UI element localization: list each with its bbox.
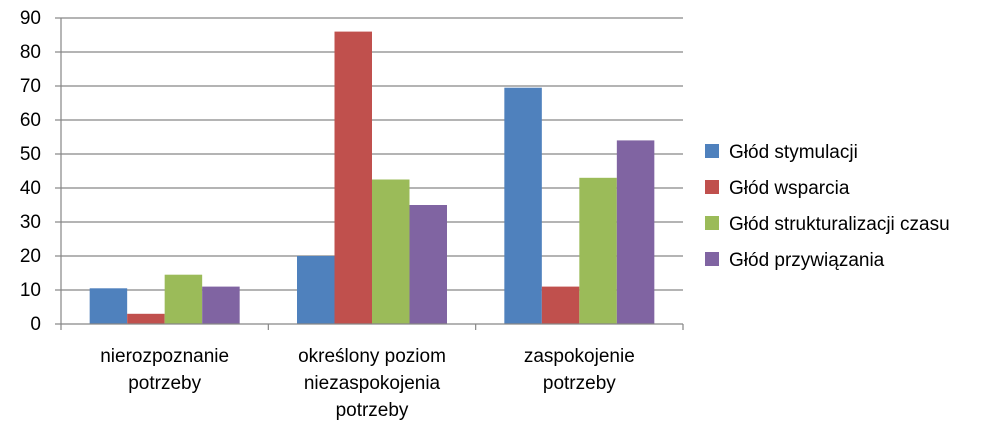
bars: [89, 31, 655, 324]
bar-1-3: [164, 274, 203, 324]
legend-swatch: [705, 144, 719, 158]
x-category-label: potrzeby: [543, 373, 616, 394]
legend-swatch: [705, 180, 719, 194]
x-axis-categories: nierozpoznanie potrzeby określony poziom ni…: [100, 346, 635, 421]
x-category-label: potrzeby: [128, 373, 201, 394]
y-tick-label: 60: [20, 110, 41, 131]
x-category-label: nierozpoznanie: [100, 346, 229, 367]
y-tick-label: 90: [20, 8, 41, 29]
axes: [55, 17, 684, 330]
y-tick-label: 20: [20, 246, 41, 267]
y-tick-label: 10: [20, 280, 41, 301]
bar-3-4: [616, 140, 655, 324]
y-tick-label: 50: [20, 144, 41, 165]
bar-2-4: [409, 205, 447, 324]
y-tick-label: 80: [20, 42, 41, 63]
x-category-label: określony poziom: [298, 346, 446, 367]
bar-1-2: [127, 313, 165, 324]
bar-2-3: [372, 179, 410, 324]
bar-3-1: [504, 87, 542, 324]
y-tick-label: 30: [20, 212, 41, 233]
bar-1-4: [202, 286, 240, 324]
y-axis-ticks: 0 10 20 30 40 50 60 70 80 90: [20, 8, 41, 335]
legend-swatch: [705, 216, 719, 230]
x-category-label: zaspokojenie: [524, 346, 635, 367]
bar-1-1: [89, 288, 128, 324]
bar-2-2: [334, 31, 372, 324]
y-tick-label: 0: [30, 314, 41, 335]
legend-label: Głód strukturalizacji czasu: [729, 214, 950, 235]
bar-2-1: [297, 256, 335, 324]
bar-3-2: [541, 286, 580, 324]
bar-3-3: [579, 177, 617, 324]
legend-swatch: [705, 252, 719, 266]
legend-label: Głód stymulacji: [729, 142, 858, 163]
legend-label: Głód przywiązania: [729, 250, 885, 271]
y-tick-label: 70: [20, 76, 41, 97]
legend: Głód stymulacji Głód wsparcia Głód struktu…: [705, 142, 950, 271]
legend-label: Głód wsparcia: [729, 178, 850, 199]
x-category-label: niezaspokojenia: [304, 373, 441, 394]
y-tick-label: 40: [20, 178, 41, 199]
x-category-label: potrzeby: [336, 400, 409, 421]
